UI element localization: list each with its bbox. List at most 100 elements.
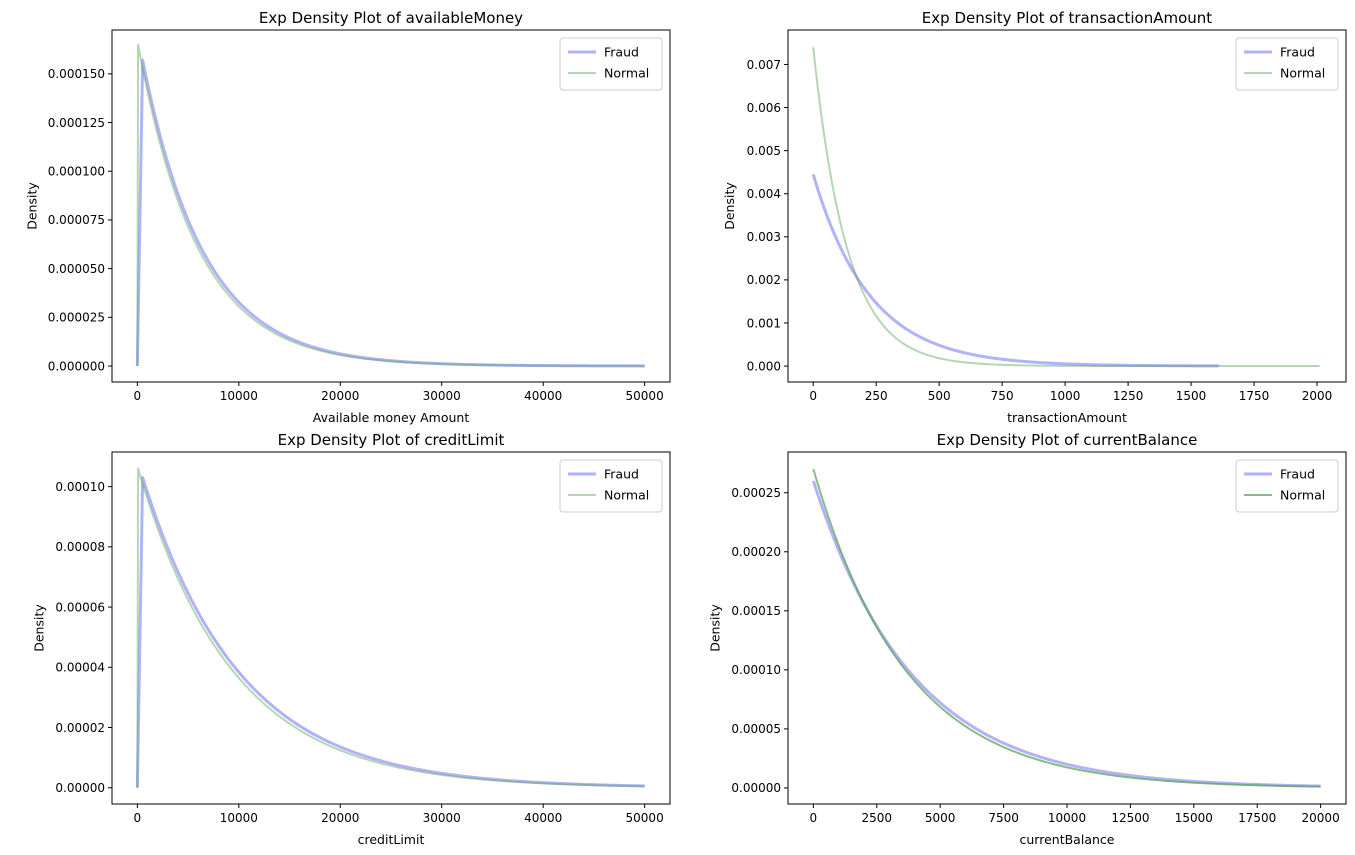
x-tick-label: 17500: [1238, 811, 1276, 825]
x-axis: 0 10000 20000 30000 40000 50000: [134, 382, 664, 403]
legend-label-normal: Normal: [604, 488, 649, 503]
y-axis: 0.00000 0.00005 0.00010 0.00015 0.00020 0.000…: [731, 486, 788, 795]
series-group: [811, 47, 1320, 368]
y-tick-label: 0.000100: [48, 165, 105, 179]
legend: Fraud Normal: [1235, 459, 1339, 513]
x-tick-label: 5000: [925, 811, 956, 825]
y-tick-label: 0.000: [747, 359, 781, 373]
x-tick-label: 20000: [1302, 811, 1340, 825]
axes-frame: [111, 451, 671, 805]
x-axis-label: Available money Amount: [313, 410, 470, 425]
legend-label-fraud: Fraud: [604, 467, 639, 482]
y-tick-label: 0.00004: [55, 661, 105, 675]
chart-title: Exp Density Plot of availableMoney: [259, 9, 523, 27]
x-tick-label: 20000: [321, 811, 359, 825]
legend-label-fraud: Fraud: [604, 45, 639, 60]
x-tick-label: 10000: [1048, 811, 1086, 825]
y-tick-label: 0.000125: [48, 116, 105, 130]
y-tick-label: 0.00008: [55, 540, 105, 554]
y-tick-label: 0.00020: [731, 545, 781, 559]
y-tick-label: 0.00002: [55, 721, 105, 735]
x-tick-label: 20000: [321, 389, 359, 403]
legend: Fraud Normal: [559, 459, 663, 513]
x-tick-label: 50000: [626, 389, 664, 403]
x-axis-label: creditLimit: [358, 832, 425, 847]
series-line-normal: [812, 47, 1320, 368]
x-axis: 0 10000 20000 30000 40000 50000: [134, 804, 664, 825]
x-tick-label: 2500: [861, 811, 892, 825]
x-tick-label: 1500: [1176, 389, 1207, 403]
x-tick-label: 30000: [423, 811, 461, 825]
chart-title: Exp Density Plot of transactionAmount: [922, 9, 1213, 27]
x-tick-label: 0: [810, 811, 818, 825]
y-tick-label: 0.00010: [55, 480, 105, 494]
series-line-fraud: [135, 476, 645, 788]
x-tick-label: 12500: [1111, 811, 1149, 825]
y-tick-label: 0.000000: [48, 359, 105, 373]
y-axis: 0.000000 0.000025 0.000050 0.000075 0.000100…: [48, 67, 112, 373]
y-axis: 0.000 0.001 0.002 0.003 0.004 0.005 0.006 0.007: [747, 58, 788, 373]
legend-label-fraud: Fraud: [1280, 45, 1315, 60]
y-tick-label: 0.00006: [55, 600, 105, 614]
chart-title: Exp Density Plot of currentBalance: [937, 431, 1198, 449]
x-tick-label: 1750: [1239, 389, 1270, 403]
y-tick-label: 0.006: [747, 101, 781, 115]
series-group: [135, 43, 645, 368]
series-line-normal: [136, 467, 645, 788]
x-tick-label: 0: [134, 389, 142, 403]
y-tick-label: 0.000025: [48, 311, 105, 325]
x-tick-label: 250: [865, 389, 888, 403]
x-axis: 0 2500 5000 7500 10000 12500 15000 17500 20000: [810, 804, 1340, 825]
series-group: [811, 468, 1321, 788]
x-tick-label: 30000: [423, 389, 461, 403]
y-tick-label: 0.00005: [731, 722, 781, 736]
y-tick-label: 0.005: [747, 144, 781, 158]
series-line-normal: [812, 468, 1321, 788]
legend-label-normal: Normal: [604, 66, 649, 81]
series-line-normal: [136, 43, 645, 367]
legend: Fraud Normal: [559, 37, 663, 91]
subplot-3: 0 10000 20000 30000 40000 50000 0.00000 0.00002…: [32, 431, 671, 847]
x-tick-label: 750: [991, 389, 1014, 403]
subplot-4: 0 2500 5000 7500 10000 12500 15000 17500 20000 0.…: [708, 431, 1347, 847]
x-tick-label: 1250: [1113, 389, 1144, 403]
series-line-fraud: [135, 58, 645, 368]
x-tick-label: 40000: [524, 811, 562, 825]
y-axis-label: Density: [708, 604, 723, 652]
y-axis-label: Density: [32, 604, 47, 652]
x-tick-label: 7500: [988, 811, 1019, 825]
x-axis: 0 250 500 750 1000 1250 1500 1750 2000: [809, 382, 1332, 403]
x-tick-label: 0: [809, 389, 817, 403]
y-tick-label: 0.003: [747, 230, 781, 244]
x-axis-label: transactionAmount: [1007, 410, 1127, 425]
x-tick-label: 1000: [1050, 389, 1081, 403]
chart-title: Exp Density Plot of creditLimit: [278, 431, 505, 449]
y-tick-label: 0.00015: [731, 604, 781, 618]
x-tick-label: 50000: [626, 811, 664, 825]
y-axis-label: Density: [24, 182, 39, 230]
axes-frame: [787, 29, 1347, 383]
y-tick-label: 0.000150: [48, 67, 105, 81]
y-tick-label: 0.00000: [55, 781, 105, 795]
y-tick-label: 0.004: [747, 187, 781, 201]
subplot-1: 0 10000 20000 30000 40000 50000 0.000000 0.0000…: [24, 9, 671, 425]
axes-frame: [111, 29, 671, 383]
y-axis-label: Density: [722, 182, 737, 230]
x-axis-label: currentBalance: [1020, 832, 1115, 847]
legend: Fraud Normal: [1235, 37, 1339, 91]
series-group: [135, 467, 645, 788]
y-tick-label: 0.007: [747, 58, 781, 72]
y-tick-label: 0.000075: [48, 213, 105, 227]
y-tick-label: 0.00010: [731, 663, 781, 677]
x-tick-label: 500: [928, 389, 951, 403]
x-tick-label: 10000: [220, 389, 258, 403]
legend-label-normal: Normal: [1280, 66, 1325, 81]
y-axis: 0.00000 0.00002 0.00004 0.00006 0.00008 0.000…: [55, 480, 112, 795]
x-tick-label: 15000: [1175, 811, 1213, 825]
x-tick-label: 40000: [524, 389, 562, 403]
legend-label-fraud: Fraud: [1280, 467, 1315, 482]
x-tick-label: 0: [134, 811, 142, 825]
y-tick-label: 0.00025: [731, 486, 781, 500]
x-tick-label: 2000: [1302, 389, 1333, 403]
